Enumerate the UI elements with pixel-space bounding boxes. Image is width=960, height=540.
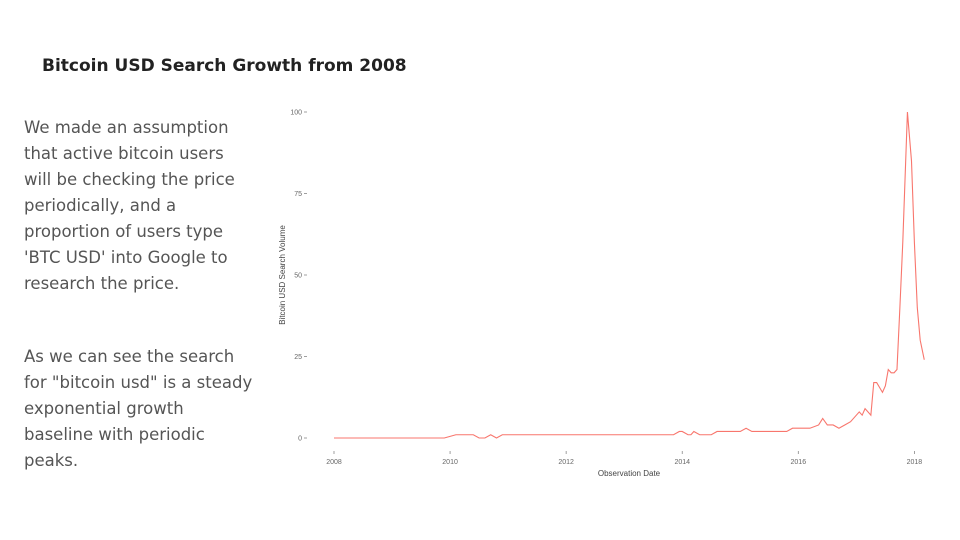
y-tick-label: 100 bbox=[290, 110, 302, 117]
search-volume-line bbox=[334, 111, 925, 439]
description-paragraph-assumption: We made an assumption that active bitcoi… bbox=[24, 118, 235, 293]
x-tick-label: 2016 bbox=[791, 459, 807, 466]
x-axis: 2008 2010 2012 2014 2016 2018 bbox=[326, 451, 922, 466]
x-axis-label: Observation Date bbox=[598, 469, 661, 478]
description-paragraph-growth: As we can see the search for "bitcoin us… bbox=[24, 347, 253, 470]
x-tick-label: 2012 bbox=[558, 459, 574, 466]
x-tick-label: 2008 bbox=[326, 459, 342, 466]
y-tick-label: 0 bbox=[298, 436, 302, 443]
y-axis-label: Bitcoin USD Search Volume bbox=[278, 225, 287, 325]
y-tick-label: 25 bbox=[294, 354, 302, 361]
y-tick-label: 75 bbox=[294, 191, 302, 198]
y-tick-label: 50 bbox=[294, 273, 302, 280]
y-axis: 0 25 50 75 100 bbox=[290, 110, 307, 443]
x-tick-label: 2010 bbox=[442, 459, 458, 466]
x-tick-label: 2014 bbox=[674, 459, 690, 466]
slide-title: Bitcoin USD Search Growth from 2008 bbox=[42, 56, 407, 76]
x-tick-label: 2018 bbox=[907, 459, 923, 466]
search-volume-line-chart: 0 25 50 75 100 2008 2010 2012 2014 2016 2018 Obse… bbox=[278, 110, 925, 478]
